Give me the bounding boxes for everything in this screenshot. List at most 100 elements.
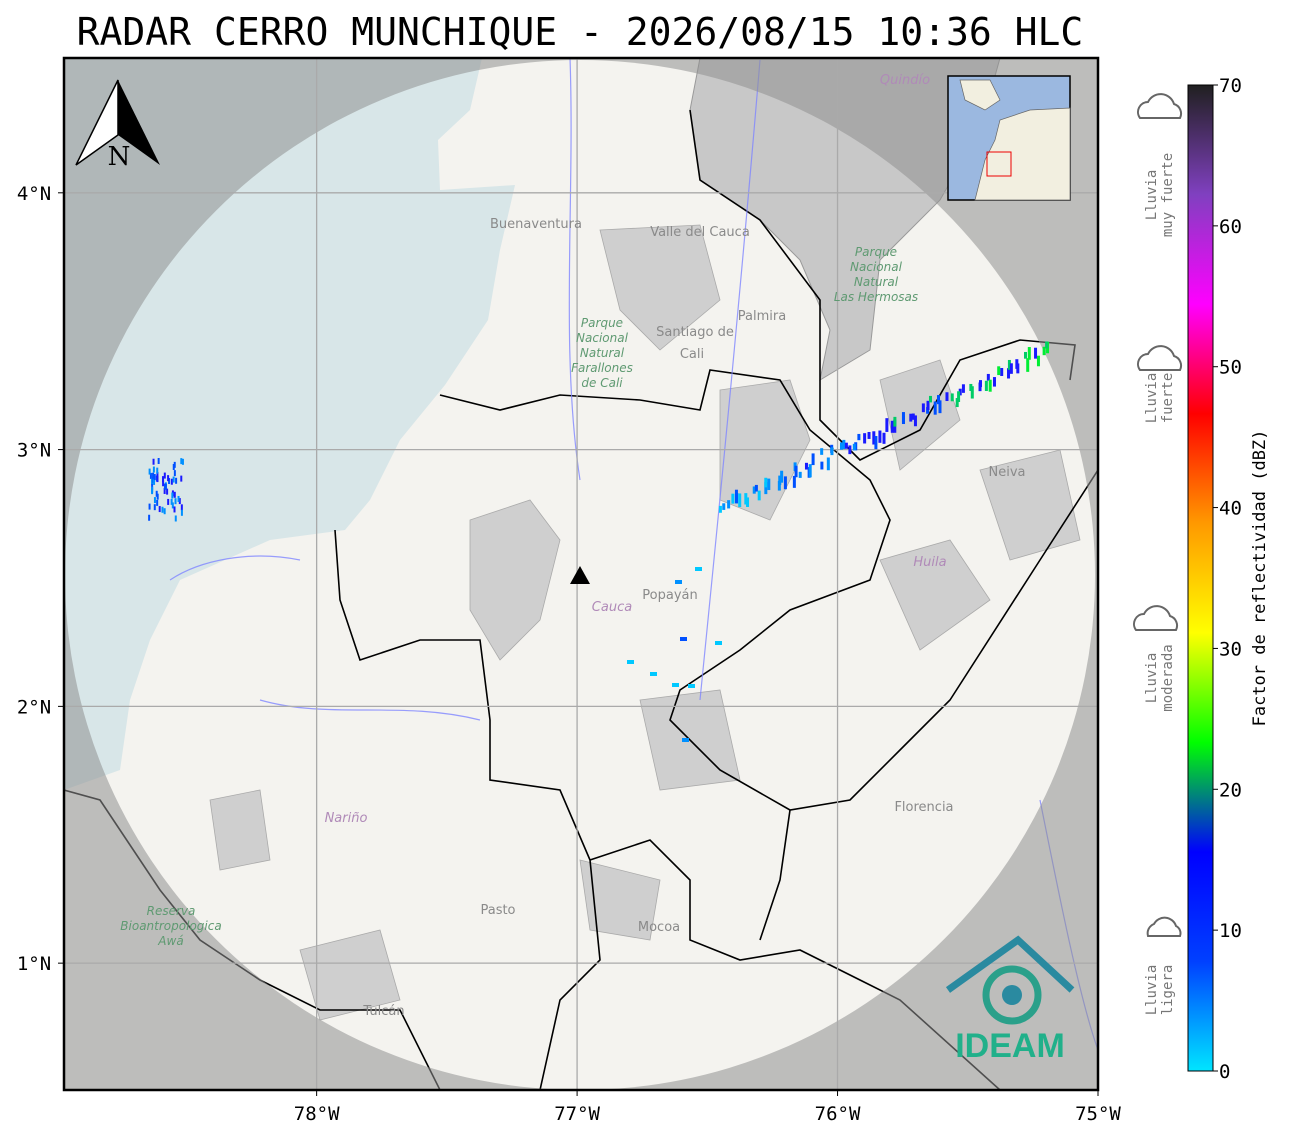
echo bbox=[820, 448, 824, 455]
echo bbox=[746, 497, 750, 507]
place: Nariño bbox=[325, 811, 368, 826]
echo bbox=[734, 489, 738, 504]
echo bbox=[863, 433, 867, 444]
echo bbox=[731, 493, 735, 504]
echo bbox=[167, 475, 170, 482]
echo bbox=[738, 493, 742, 508]
echo bbox=[804, 462, 808, 470]
x-tick-label: 77°W bbox=[554, 1103, 600, 1125]
echo bbox=[955, 398, 959, 408]
echo bbox=[961, 384, 965, 393]
echo bbox=[675, 580, 682, 584]
echo bbox=[156, 471, 159, 478]
park-label: de Cali bbox=[581, 376, 623, 390]
echo bbox=[890, 420, 894, 433]
title: RADAR CERRO MUNCHIQUE - 2026/08/15 10:36… bbox=[77, 10, 1084, 54]
echo bbox=[688, 684, 695, 688]
echo bbox=[627, 660, 634, 664]
echo bbox=[162, 476, 165, 483]
x-tick-label: 75°W bbox=[1075, 1103, 1121, 1125]
echo bbox=[938, 400, 942, 414]
radar-site bbox=[570, 566, 590, 584]
echo bbox=[778, 475, 782, 486]
place: Cauca bbox=[592, 600, 632, 615]
colorbar-tick-label: 70 bbox=[1219, 75, 1242, 97]
echo bbox=[872, 431, 876, 445]
echo bbox=[175, 477, 178, 484]
colorbar-tick-label: 10 bbox=[1219, 920, 1242, 942]
echo bbox=[970, 386, 974, 399]
x-tick-label: 76°W bbox=[815, 1103, 861, 1125]
echo bbox=[986, 373, 990, 381]
park-label: Parque bbox=[855, 245, 897, 259]
echo bbox=[984, 380, 988, 391]
echo bbox=[1034, 347, 1038, 359]
echo bbox=[680, 637, 687, 641]
place: Florencia bbox=[894, 800, 953, 815]
echo bbox=[852, 443, 856, 451]
logo: IDEAM bbox=[945, 935, 1075, 1065]
logo-text: IDEAM bbox=[955, 1027, 1065, 1065]
park-label: Natural bbox=[854, 275, 899, 289]
rain-class-label: fuerte bbox=[1160, 373, 1176, 424]
place: Neiva bbox=[989, 465, 1026, 480]
echo bbox=[893, 416, 897, 427]
echo bbox=[166, 488, 169, 495]
axis-ticks: 78°W 77°W 76°W 75°W 4°N 3°N 2°N 1°N bbox=[17, 183, 1122, 1125]
echo bbox=[1045, 341, 1049, 349]
echo bbox=[148, 468, 151, 475]
echo bbox=[174, 498, 177, 505]
echo bbox=[172, 476, 175, 483]
echo bbox=[1007, 359, 1011, 370]
echo bbox=[161, 506, 164, 513]
echo bbox=[969, 383, 973, 392]
echo bbox=[180, 475, 183, 482]
echo bbox=[695, 567, 702, 571]
inset-map bbox=[947, 75, 1071, 201]
park-label: Bioantropologica bbox=[120, 919, 221, 933]
echo bbox=[715, 641, 722, 645]
echo bbox=[153, 478, 156, 485]
echo bbox=[180, 509, 183, 516]
echo bbox=[156, 499, 159, 506]
echo bbox=[909, 413, 913, 422]
echo bbox=[764, 477, 768, 488]
echo bbox=[153, 504, 156, 511]
echo bbox=[928, 395, 932, 403]
echo bbox=[158, 506, 161, 513]
colorbar bbox=[1187, 84, 1214, 1072]
echo bbox=[808, 464, 812, 478]
echo bbox=[937, 395, 941, 405]
echo bbox=[911, 413, 915, 420]
echo bbox=[957, 391, 961, 402]
echo bbox=[926, 400, 930, 411]
colorbar-label: Factor de reflectividad (dBZ) bbox=[1250, 430, 1270, 727]
echo bbox=[173, 491, 176, 498]
echo bbox=[177, 495, 180, 502]
park-label: Nacional bbox=[576, 331, 629, 345]
department-borders bbox=[64, 109, 1098, 1090]
echo bbox=[170, 498, 173, 505]
echo bbox=[848, 445, 852, 455]
radar-echoes bbox=[148, 341, 1050, 742]
grid bbox=[64, 58, 1098, 1090]
echo bbox=[163, 487, 166, 494]
echo bbox=[979, 380, 983, 388]
echo bbox=[950, 393, 954, 402]
echo bbox=[913, 415, 917, 427]
echo bbox=[1009, 363, 1013, 374]
colorbar-tick-label: 40 bbox=[1219, 498, 1242, 520]
park-label: Natural bbox=[580, 346, 625, 360]
echo bbox=[777, 480, 781, 491]
echo bbox=[958, 388, 962, 396]
echo bbox=[997, 366, 1001, 376]
echo bbox=[171, 492, 174, 499]
echo bbox=[672, 683, 679, 687]
echo bbox=[754, 484, 758, 492]
echo bbox=[1024, 351, 1028, 359]
echo bbox=[752, 486, 756, 494]
echo bbox=[744, 493, 748, 505]
echo bbox=[153, 473, 156, 480]
place: Santiago de bbox=[656, 325, 734, 340]
